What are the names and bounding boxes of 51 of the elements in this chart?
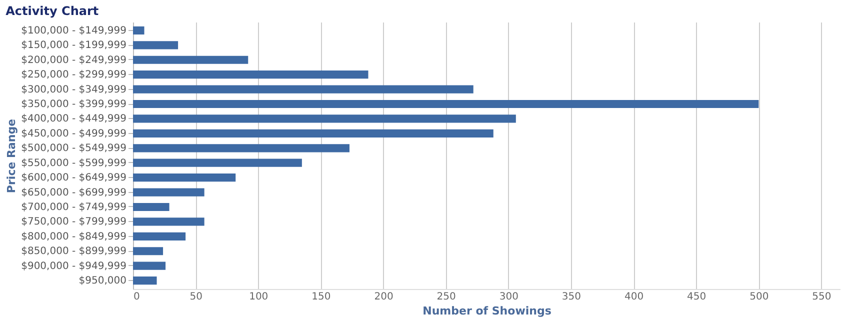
y-tick-label: $250,000 - $299,999 — [21, 70, 126, 81]
bar — [133, 100, 759, 108]
y-tick-label: $200,000 - $249,999 — [21, 54, 126, 66]
bar — [133, 26, 144, 35]
bar — [133, 174, 236, 182]
bar — [133, 70, 368, 79]
bar — [133, 56, 248, 64]
x-tick-label: 50 — [190, 292, 202, 302]
x-tick-label: 350 — [562, 292, 582, 302]
y-tick-label: $950,000 — [78, 276, 126, 287]
y-tick-label: $800,000 - $849,999 — [21, 231, 126, 242]
y-tick-label: $550,000 - $599,999 — [21, 158, 126, 169]
bar — [133, 247, 164, 256]
y-tick-label: $850,000 - $899,999 — [21, 246, 126, 258]
y-tick-label: $650,000 - $699,999 — [21, 187, 126, 198]
bar — [133, 85, 474, 94]
bar — [133, 262, 166, 270]
y-tick-label: $100,000 - $149,999 — [21, 25, 126, 36]
y-tick-label: $600,000 - $649,999 — [21, 172, 126, 184]
y-axis-title: Price Range — [5, 118, 18, 194]
y-tick-label: $500,000 - $549,999 — [21, 143, 126, 154]
y-tick-label: $150,000 - $199,999 — [21, 40, 126, 52]
bar — [133, 218, 204, 226]
y-tick-label: $700,000 - $749,999 — [21, 202, 126, 213]
x-tick-label: 550 — [812, 292, 832, 302]
y-tick-label: $300,000 - $349,999 — [21, 84, 126, 96]
bar — [133, 158, 302, 167]
x-tick-label: 150 — [312, 292, 331, 302]
bar — [133, 41, 178, 50]
y-tick-label: $750,000 - $799,999 — [21, 216, 126, 228]
bar — [133, 276, 157, 285]
y-tick-label: $900,000 - $949,999 — [21, 260, 126, 272]
y-tick-label: $350,000 - $399,999 — [21, 99, 126, 110]
bar — [133, 114, 516, 123]
x-tick-label: 200 — [374, 292, 394, 302]
x-tick-label: 100 — [249, 292, 268, 302]
chart-title: Activity Chart — [6, 4, 99, 18]
x-axis-title: Number of Showings — [422, 304, 552, 318]
y-tick-label: $400,000 - $449,999 — [21, 114, 126, 125]
bar — [133, 188, 204, 196]
bar — [133, 202, 170, 212]
bar — [133, 144, 350, 152]
x-tick-label: 450 — [687, 292, 706, 302]
bar — [133, 232, 186, 240]
bar — [133, 129, 494, 138]
x-tick-label: 300 — [499, 292, 518, 302]
x-tick-label: 0 — [134, 292, 140, 302]
y-tick-label: $450,000 - $499,999 — [21, 128, 126, 140]
x-tick-label: 250 — [436, 292, 456, 302]
x-tick-label: 400 — [624, 292, 644, 302]
x-tick-label: 500 — [750, 292, 769, 302]
